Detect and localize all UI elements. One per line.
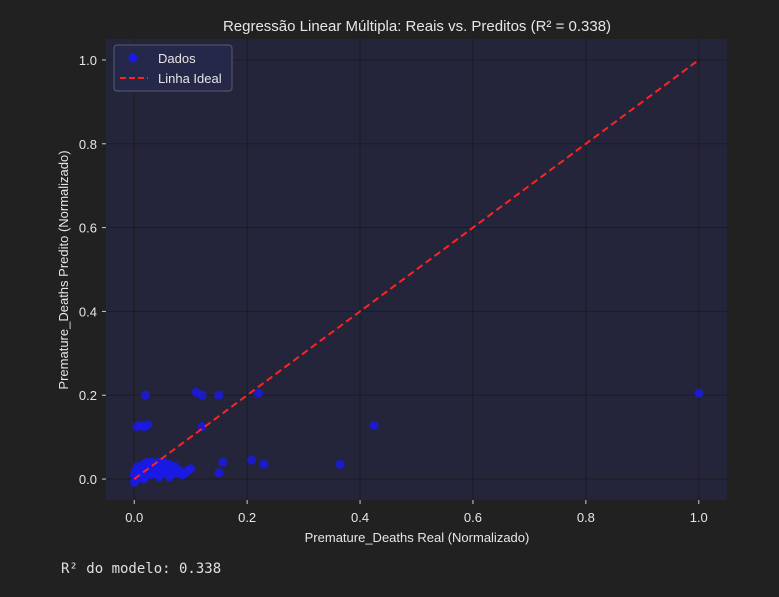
data-point-53 (143, 420, 153, 430)
y-tick-label-4: 0.8 (79, 137, 97, 152)
data-point-57 (214, 390, 224, 400)
x-tick-label-3: 0.6 (464, 510, 482, 525)
legend: Dados Linha Ideal (113, 44, 233, 92)
data-point-62 (247, 455, 257, 465)
data-point-61 (218, 457, 228, 467)
data-point-49 (138, 474, 148, 484)
legend-marker-dados (128, 53, 138, 63)
data-point-44 (170, 461, 180, 471)
x-tick-label-4: 0.8 (577, 510, 595, 525)
data-point-64 (335, 459, 345, 469)
legend-box (113, 44, 233, 92)
x-axis-label: Premature_Deaths Real (Normalizado) (305, 530, 530, 545)
model-output-text: R² do modelo: 0.338 (61, 561, 222, 577)
y-tick-label-5: 1.0 (79, 53, 97, 68)
data-point-54 (141, 390, 151, 400)
data-point-56 (197, 390, 207, 400)
x-tick-label-5: 1.0 (690, 510, 708, 525)
data-point-43 (164, 472, 174, 482)
data-point-60 (214, 468, 224, 478)
data-point-47 (133, 461, 143, 471)
x-tick-label-2: 0.4 (351, 510, 369, 525)
data-point-63 (259, 459, 269, 469)
y-tick-label-2: 0.4 (79, 304, 97, 319)
data-point-66 (694, 388, 704, 398)
y-axis-label: Premature_Deaths Predito (Normalizado) (56, 150, 71, 389)
data-point-37 (186, 464, 196, 474)
x-tick-label-1: 0.2 (238, 510, 256, 525)
legend-label-dados: Dados (158, 51, 196, 66)
plot-area: 0.0 0.2 0.4 0.6 0.8 1.0 0.0 0.2 0.4 0.6 0.8 1.0 (79, 39, 727, 525)
chart-title: Regressão Linear Múltipla: Reais vs. Pre… (223, 18, 611, 35)
data-point-41 (154, 472, 164, 482)
ideal-line (133, 59, 700, 480)
y-tick-label-3: 0.6 (79, 221, 97, 236)
y-tick-label-1: 0.2 (79, 388, 97, 403)
data-point-42 (159, 457, 169, 467)
y-tick-label-0: 0.0 (79, 472, 97, 487)
data-point-58 (253, 388, 263, 398)
x-tick-label-0: 0.0 (125, 510, 143, 525)
legend-label-linha-ideal: Linha Ideal (158, 71, 222, 86)
data-point-65 (369, 420, 379, 430)
data-point-59 (197, 422, 207, 432)
data-point-40 (146, 457, 156, 467)
